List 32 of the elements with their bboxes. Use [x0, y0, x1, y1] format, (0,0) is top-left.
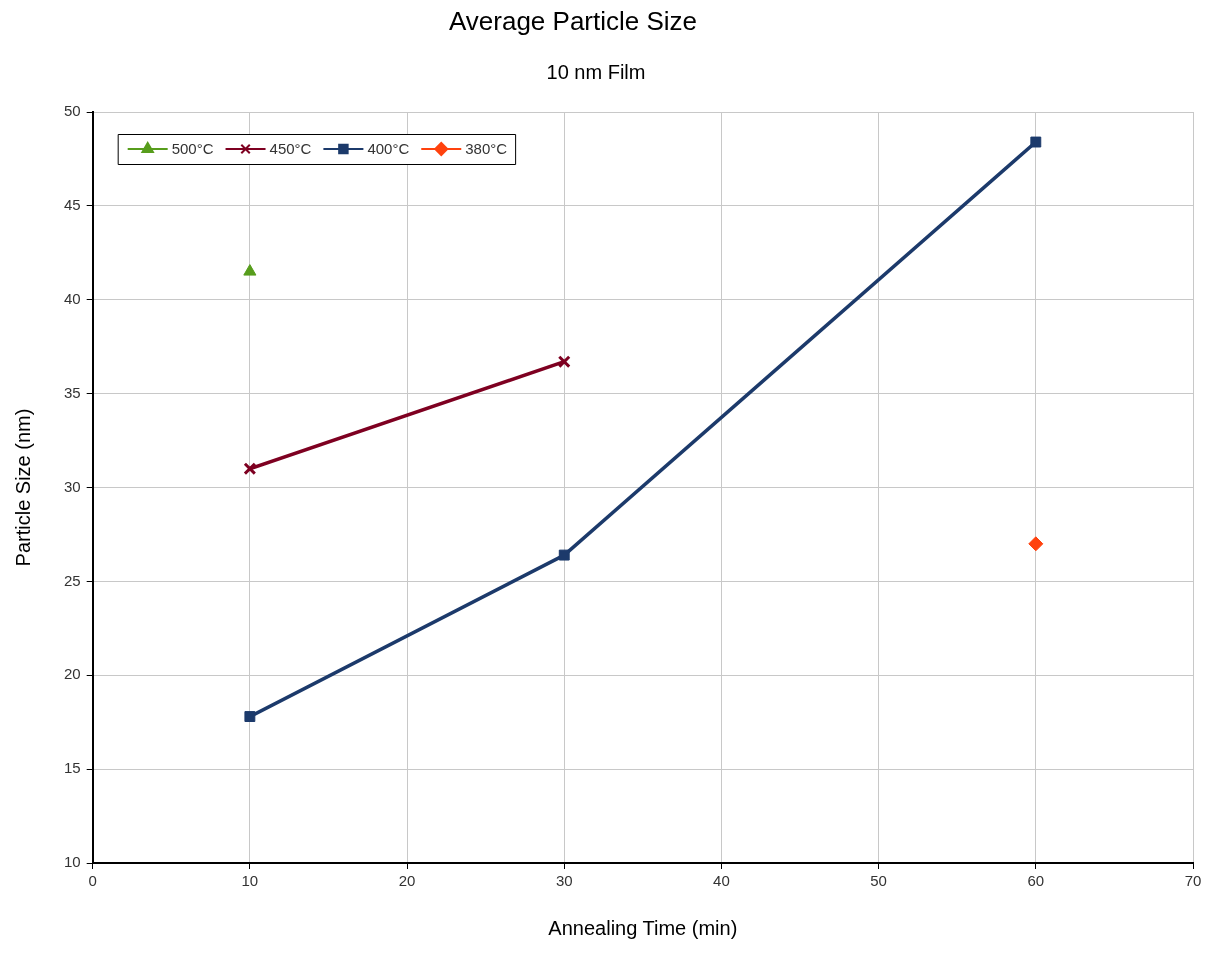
y-tick-label: 40: [64, 289, 81, 307]
x-tick-label: 50: [870, 872, 887, 890]
point: [1028, 536, 1044, 552]
y-tick-label: 45: [64, 196, 81, 214]
point: [243, 462, 257, 476]
point: [558, 549, 570, 561]
y-tick-label: 10: [64, 853, 81, 871]
legend-label: 400°C: [367, 140, 410, 158]
y-tick-label: 25: [64, 571, 81, 589]
x-tick-label: 40: [713, 872, 730, 890]
y-axis-title: Particle Size (nm): [11, 408, 34, 567]
chart-title: Average Particle Size: [448, 6, 698, 37]
legend-label: 380°C: [465, 140, 508, 158]
point: [244, 711, 256, 723]
legend-label: 450°C: [269, 140, 312, 158]
x-tick-label: 20: [398, 872, 416, 890]
x-tick-label: 0: [88, 872, 97, 890]
chart-subtitle: 10 nm Film: [546, 60, 646, 83]
x-tick-label: 70: [1184, 872, 1202, 890]
legend-label: 500°C: [171, 140, 214, 158]
x-tick-label: 30: [555, 872, 573, 890]
x-tick-label: 60: [1027, 872, 1045, 890]
point: [557, 355, 571, 369]
y-tick-label: 20: [64, 665, 81, 683]
y-tick-label: 15: [64, 759, 81, 777]
point: [1030, 136, 1042, 148]
x-axis-title: Annealing Time (min): [548, 916, 738, 939]
x-tick-label: 10: [241, 872, 259, 890]
y-tick-label: 35: [64, 383, 81, 401]
y-tick-label: 30: [64, 477, 81, 495]
y-tick-label: 50: [64, 102, 81, 120]
point: [243, 264, 257, 276]
